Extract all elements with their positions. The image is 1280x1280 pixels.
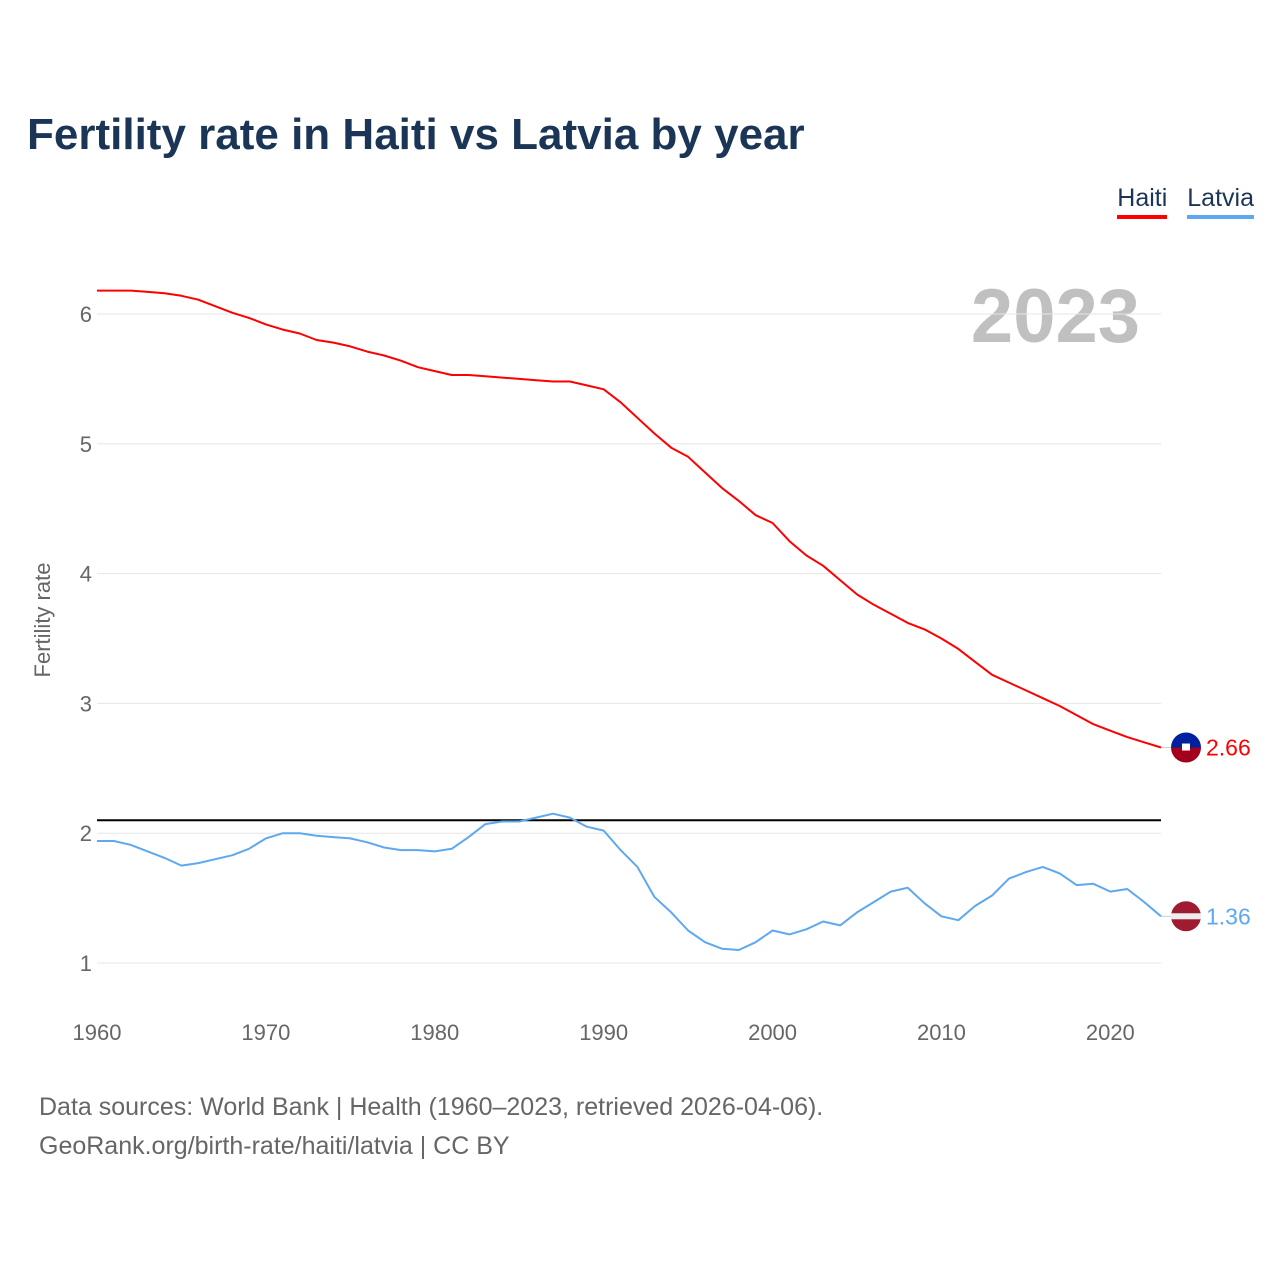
legend: Haiti Latvia — [1117, 184, 1254, 219]
y-tick-label: 5 — [80, 432, 92, 457]
footer: Data sources: World Bank | Health (1960–… — [39, 1088, 823, 1166]
y-tick-label: 6 — [80, 302, 92, 327]
haiti-flag-icon — [1171, 732, 1201, 748]
x-tick-label: 1990 — [579, 1020, 628, 1045]
haiti-flag-emblem — [1182, 743, 1190, 751]
y-tick-label: 1 — [80, 951, 92, 976]
y-tick-label: 3 — [80, 691, 92, 716]
end-value-label: 1.36 — [1206, 903, 1251, 929]
series-line-haiti — [97, 289, 1162, 749]
x-tick-label: 1960 — [73, 1020, 122, 1045]
legend-latvia[interactable]: Latvia — [1187, 184, 1254, 219]
y-tick-label: 4 — [80, 562, 92, 587]
legend-haiti[interactable]: Haiti — [1117, 184, 1168, 219]
series-line-latvia — [97, 812, 1162, 951]
end-value-label: 2.66 — [1206, 735, 1251, 761]
y-tick-label: 2 — [80, 821, 92, 846]
x-tick-label: 2020 — [1086, 1020, 1135, 1045]
x-tick-label: 2000 — [748, 1020, 797, 1045]
y-axis-label: Fertility rate — [30, 563, 55, 678]
haiti-flag-icon — [1171, 747, 1201, 763]
x-tick-label: 1980 — [410, 1020, 459, 1045]
footer-sources: Data sources: World Bank | Health (1960–… — [39, 1093, 824, 1121]
x-tick-label: 2010 — [917, 1020, 966, 1045]
x-tick-label: 1970 — [241, 1020, 290, 1045]
footer-link[interactable]: GeoRank.org/birth-rate/haiti/latvia | CC… — [39, 1132, 510, 1160]
year-label: 2023 — [971, 274, 1140, 359]
latvia-flag-stripe — [1171, 913, 1201, 920]
chart-title: Fertility rate in Haiti vs Latvia by yea… — [27, 110, 805, 159]
